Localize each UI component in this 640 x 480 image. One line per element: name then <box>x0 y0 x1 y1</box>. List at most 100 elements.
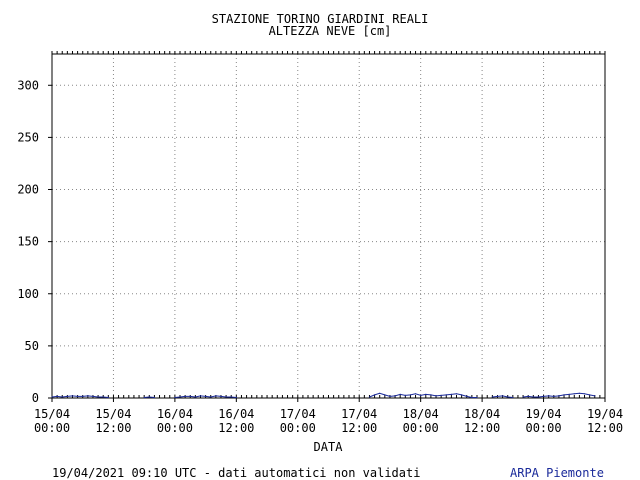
data-point <box>389 395 391 397</box>
data-point <box>374 394 376 396</box>
data-point <box>573 393 575 395</box>
y-tick-label: 200 <box>17 183 39 197</box>
data-point <box>512 396 514 399</box>
x-tick-label-time: 12:00 <box>587 421 623 435</box>
data-point <box>563 394 565 396</box>
footer-source: ARPA Piemonte <box>510 466 604 480</box>
data-point <box>82 395 84 397</box>
x-tick-label-time: 00:00 <box>525 421 561 435</box>
data-point <box>174 396 176 399</box>
x-tick-label-date: 18/04 <box>464 407 500 421</box>
data-point <box>568 393 570 395</box>
data-point <box>476 396 478 399</box>
x-axis: 15/0400:0015/0412:0016/0400:0016/0412:00… <box>34 407 623 435</box>
series-line <box>51 395 109 398</box>
x-tick-label-date: 17/04 <box>341 407 377 421</box>
plot-frame <box>51 53 606 399</box>
x-tick-label-date: 15/04 <box>34 407 70 421</box>
data-point <box>92 395 94 397</box>
data-point <box>440 394 442 396</box>
data-point <box>461 394 463 396</box>
footer-note: 19/04/2021 09:10 UTC - dati automatici n… <box>52 466 421 480</box>
x-tick-label-date: 17/04 <box>280 407 316 421</box>
x-tick-label-date: 19/04 <box>587 407 623 421</box>
data-point <box>409 394 411 396</box>
data-point <box>522 396 524 398</box>
chart-subtitle: ALTEZZA NEVE [cm] <box>269 24 392 38</box>
y-tick-label: 250 <box>17 130 39 144</box>
data-point <box>77 395 79 397</box>
data-point <box>230 396 232 398</box>
data-point <box>594 395 596 397</box>
data-point <box>189 395 191 397</box>
grid <box>52 54 605 398</box>
y-tick-label: 300 <box>17 78 39 92</box>
data-point <box>225 396 227 398</box>
y-tick-label: 0 <box>32 391 39 405</box>
data-point <box>102 396 104 398</box>
x-tick-label-date: 19/04 <box>525 407 561 421</box>
y-tick-label: 100 <box>17 287 39 301</box>
data-point <box>210 396 212 398</box>
data-point <box>553 395 555 397</box>
data-point <box>502 395 504 397</box>
data-point <box>107 396 109 399</box>
data-point <box>205 395 207 397</box>
x-tick-label-date: 15/04 <box>95 407 131 421</box>
data-point <box>532 396 534 398</box>
data-point <box>583 393 586 395</box>
data-point <box>394 395 396 397</box>
data-point <box>466 395 468 397</box>
x-tick-label-time: 00:00 <box>403 421 439 435</box>
data-point <box>56 395 58 397</box>
data-point <box>148 396 150 398</box>
data-point <box>548 395 550 397</box>
x-tick-label-time: 12:00 <box>464 421 500 435</box>
data-point <box>368 396 371 398</box>
x-tick-label-time: 00:00 <box>280 421 316 435</box>
data-point <box>507 396 509 398</box>
data-point <box>578 392 581 394</box>
x-tick-label-time: 12:00 <box>341 421 377 435</box>
series-line <box>369 392 477 398</box>
data-point <box>589 394 591 396</box>
data-point <box>153 396 155 399</box>
x-tick-label-date: 16/04 <box>157 407 193 421</box>
data-point <box>215 395 217 397</box>
data-point <box>404 394 406 396</box>
data-point <box>199 395 202 397</box>
data-point <box>558 395 560 397</box>
data-point <box>97 396 99 398</box>
data-point <box>379 392 381 394</box>
x-tick-label-time: 12:00 <box>218 421 254 435</box>
data-point <box>455 393 458 395</box>
axis-ticks <box>48 51 606 402</box>
x-tick-label-date: 16/04 <box>218 407 254 421</box>
data-point <box>71 395 74 397</box>
data-point <box>220 395 222 397</box>
data-point <box>430 394 432 396</box>
data-point <box>445 394 447 396</box>
x-tick-label-date: 18/04 <box>403 407 439 421</box>
data-point <box>399 393 401 395</box>
y-tick-label: 50 <box>25 339 39 353</box>
data-point <box>471 396 473 399</box>
x-tick-label-time: 12:00 <box>95 421 131 435</box>
data-point <box>414 393 417 395</box>
data-point <box>543 395 545 397</box>
data-point <box>61 396 63 398</box>
data-point <box>235 396 237 399</box>
series-layer <box>51 392 596 399</box>
x-axis-title: DATA <box>314 440 344 454</box>
data-point <box>384 394 386 396</box>
x-tick-label-time: 00:00 <box>157 421 193 435</box>
x-tick-label-time: 00:00 <box>34 421 70 435</box>
data-point <box>87 395 89 397</box>
data-point <box>420 394 422 396</box>
data-point <box>537 396 540 398</box>
data-point <box>496 395 499 397</box>
data-point <box>194 396 196 398</box>
y-axis: 0 50 100 150 200 250 300 <box>17 78 39 405</box>
data-point <box>179 396 181 398</box>
